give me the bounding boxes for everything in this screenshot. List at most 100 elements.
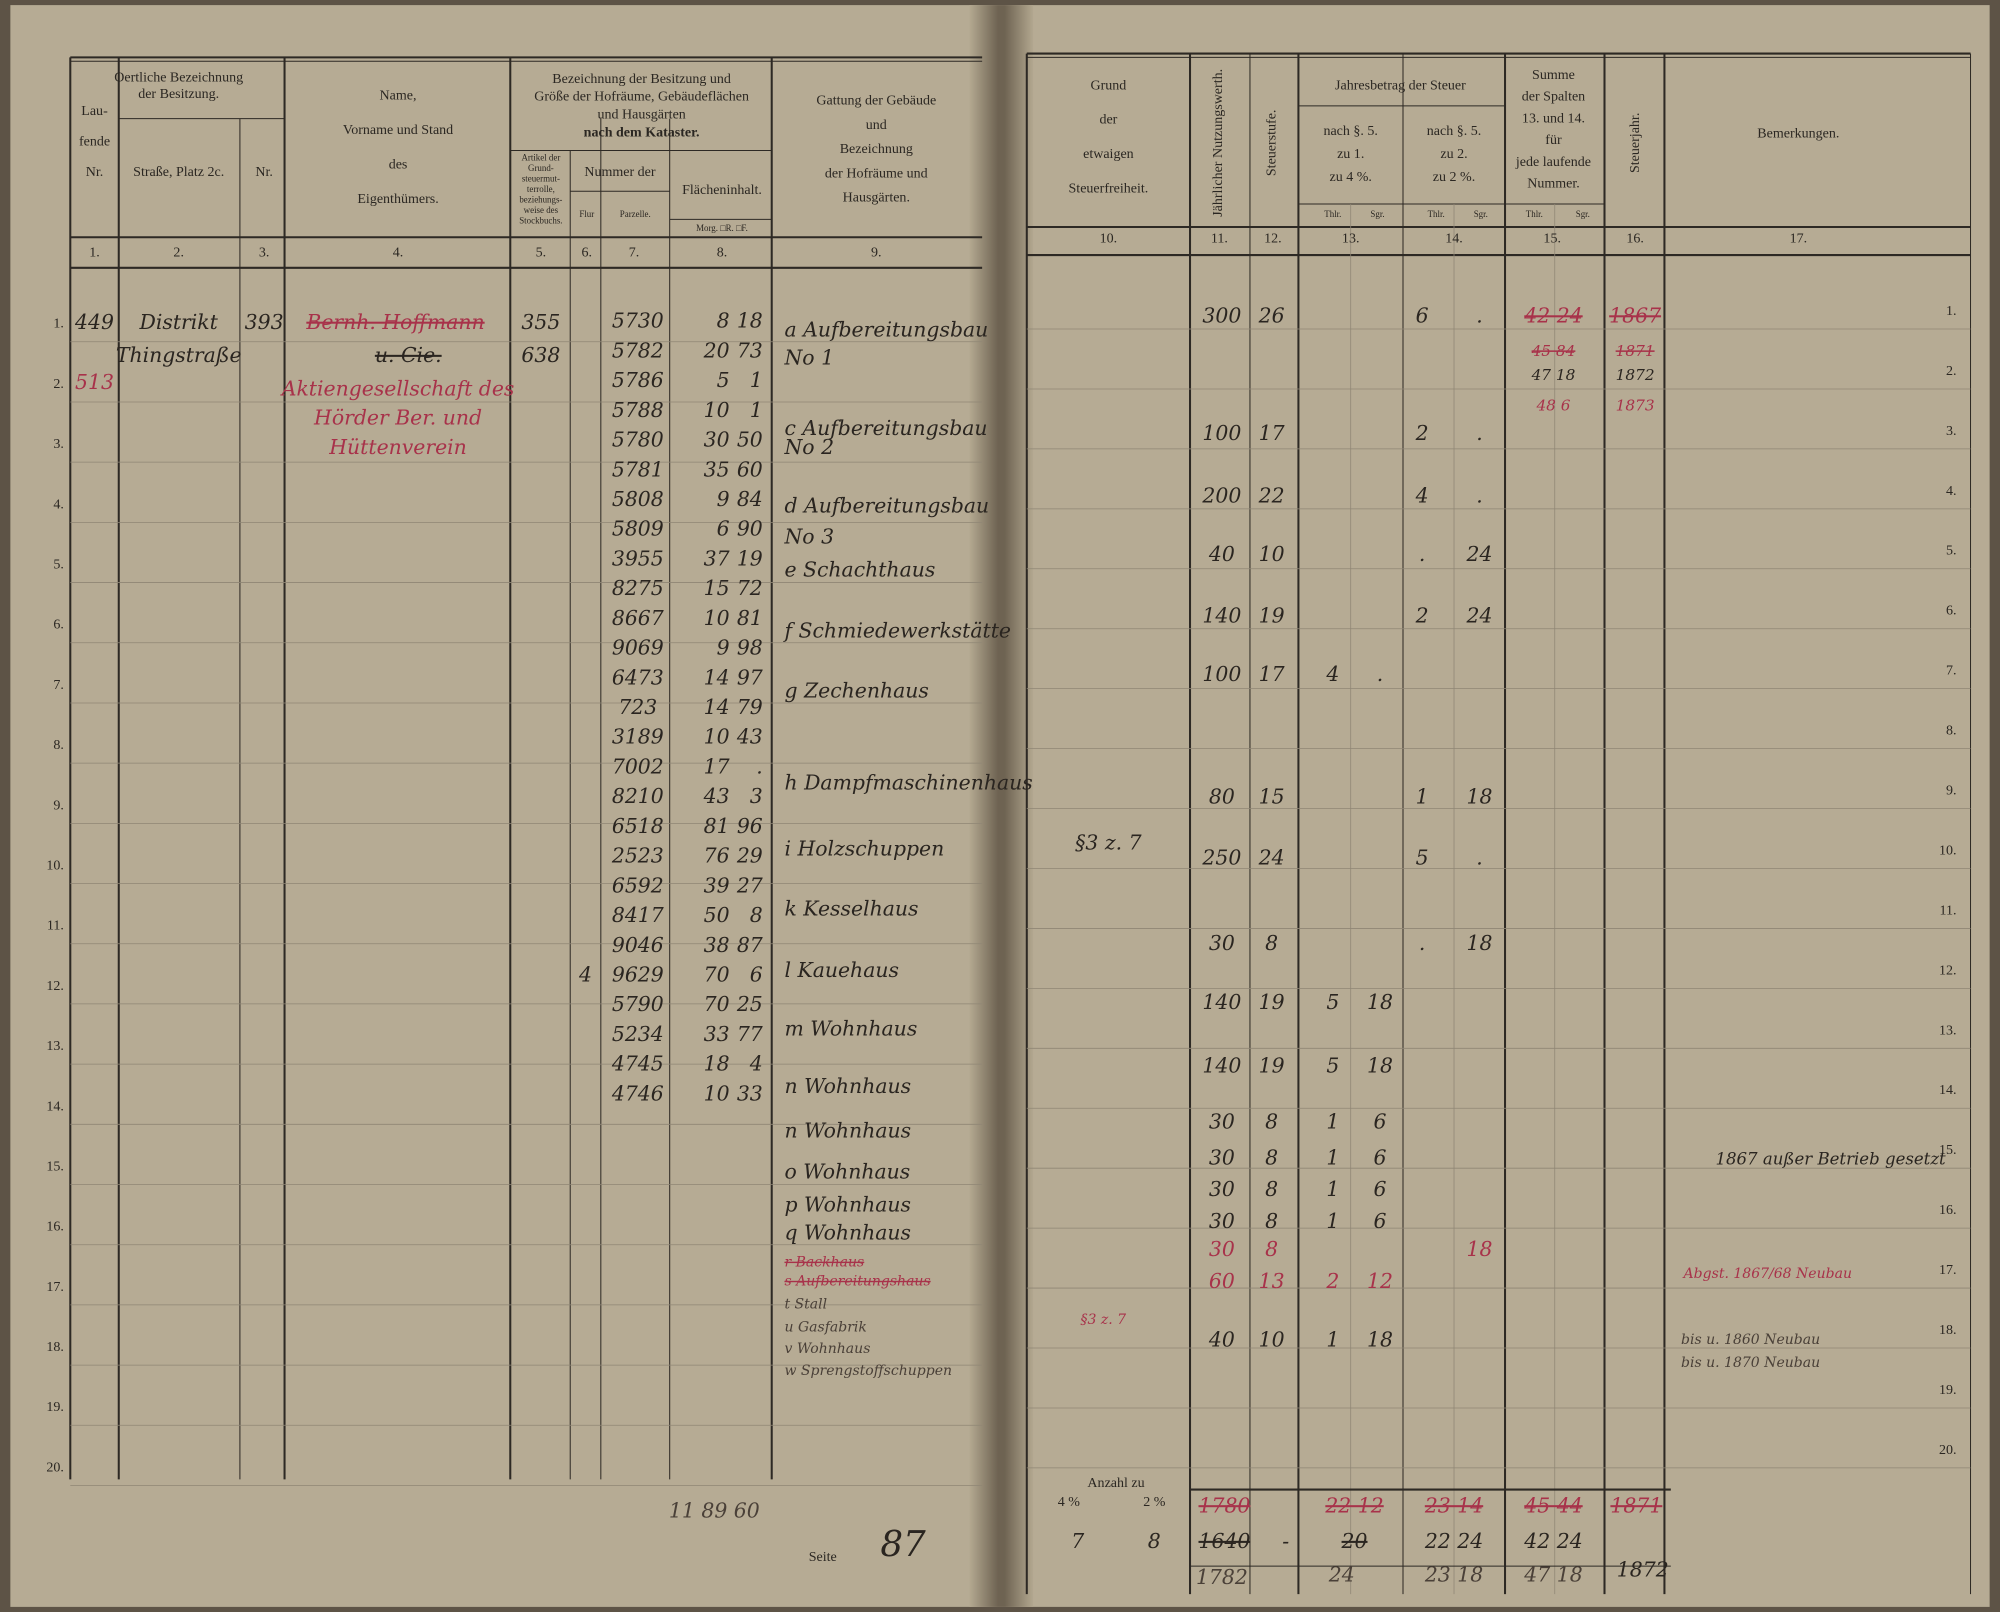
header: Flur <box>579 209 594 219</box>
column-number: 15. <box>1543 231 1561 246</box>
area: 10 <box>704 606 730 630</box>
building: No 2 <box>783 435 834 459</box>
tax: 18 <box>1467 784 1493 808</box>
column-number: 17. <box>1790 231 1808 246</box>
class: 17 <box>1259 421 1285 445</box>
class: 8 <box>1265 931 1278 955</box>
value: 40 <box>1208 1328 1235 1352</box>
header: der Spalten <box>1522 90 1585 105</box>
parcel: 5809 <box>612 517 664 541</box>
tax: 4 <box>1325 662 1339 686</box>
column-number: 13. <box>1342 231 1360 246</box>
area: 30 <box>704 428 730 452</box>
area: 60 <box>737 457 763 481</box>
column-number: 8. <box>717 245 728 260</box>
column-number: 16. <box>1626 231 1644 246</box>
area: 1 <box>750 398 763 422</box>
footer: 47 18 <box>1523 1562 1582 1586</box>
header: Sgr. <box>1474 209 1488 219</box>
header: Straße, Platz 2c. <box>133 165 224 180</box>
row-number: 14. <box>46 1099 64 1114</box>
row-number: 2. <box>1946 364 1957 379</box>
header: Gattung der Gebäude <box>816 94 936 109</box>
row-number: 16. <box>46 1220 64 1235</box>
parcel: 7002 <box>612 754 664 778</box>
header: Thlr. <box>1324 209 1341 219</box>
row-number: 17. <box>46 1280 64 1295</box>
value: 140 <box>1202 603 1241 627</box>
header: Nr. <box>255 165 273 180</box>
area: 8 <box>750 903 763 927</box>
row-number: 12. <box>46 979 64 994</box>
entry: Bernh. Hoffmann <box>305 310 484 334</box>
area: 10 <box>704 725 730 749</box>
footer: 1640 <box>1199 1529 1251 1553</box>
parcel: 6518 <box>612 814 664 838</box>
parcel: 6473 <box>612 665 664 689</box>
footer: 1872 <box>1617 1557 1669 1581</box>
value: 30 <box>1209 1209 1235 1233</box>
value: 200 <box>1201 483 1241 507</box>
remark: 1867 außer Betrieb gesetzt <box>1715 1149 1946 1168</box>
building: e Schachthaus <box>784 557 935 581</box>
building: s Aufbereitungshaus <box>784 1274 930 1290</box>
header: Steuerfreiheit. <box>1069 182 1149 197</box>
tax: . <box>1476 483 1482 507</box>
parcel: 723 <box>618 695 657 719</box>
parcel: 9629 <box>612 962 664 986</box>
footer: 11 89 60 <box>669 1499 760 1523</box>
building: c Aufbereitungsbau <box>784 416 987 440</box>
area: 10 <box>704 1081 730 1105</box>
area: 18 <box>704 1052 730 1076</box>
header: Bezeichnung der Besitzung und <box>552 72 731 87</box>
header: Name, <box>380 88 417 103</box>
tax: 1 <box>1326 1209 1339 1233</box>
building: w Sprengstoffschuppen <box>784 1363 952 1379</box>
area: 39 <box>704 873 730 897</box>
parcel: 2523 <box>611 844 664 868</box>
header: und <box>866 118 887 133</box>
area: 72 <box>737 576 763 600</box>
header: und Hausgärten <box>597 108 685 123</box>
header: Summe <box>1532 68 1575 83</box>
header: Sgr. <box>1370 209 1384 219</box>
building: h Dampfmaschinenhaus <box>784 770 1032 794</box>
header: Hausgärten. <box>843 190 910 205</box>
value: 30 <box>1209 1110 1235 1134</box>
area: 70 <box>704 962 730 986</box>
header: zu 2. <box>1440 147 1467 162</box>
header: Bezeichnung <box>840 142 913 157</box>
area: 96 <box>737 814 763 838</box>
building: d Aufbereitungsbau <box>784 494 989 518</box>
gutter <box>969 5 1034 1607</box>
remark: Abgst. 1867/68 Neubau <box>1682 1266 1852 1282</box>
row-number: 8. <box>1946 724 1957 739</box>
column-number: 14. <box>1445 231 1463 246</box>
class: 19 <box>1259 1054 1285 1078</box>
column-number: 4. <box>393 245 404 260</box>
class: 8 <box>1265 1209 1278 1233</box>
area: 10 <box>704 398 730 422</box>
area: 81 <box>737 606 763 630</box>
value: 30 <box>1209 1177 1235 1201</box>
footer: 22 24 <box>1424 1529 1483 1553</box>
footer: 87 <box>880 1524 926 1565</box>
parcel: 5790 <box>612 992 664 1016</box>
row-number: 19. <box>46 1400 64 1415</box>
class: 8 <box>1265 1110 1278 1134</box>
row-number: 18. <box>1939 1323 1957 1338</box>
sum: 45 84 <box>1531 342 1576 360</box>
header: der Hofräume und <box>825 166 928 181</box>
header: des <box>389 157 408 172</box>
column-number: 11. <box>1211 231 1228 246</box>
footer: 1780 <box>1199 1494 1251 1518</box>
remark: bis u. 1860 Neubau <box>1681 1332 1820 1348</box>
class: 13 <box>1259 1269 1285 1293</box>
entry: Hüttenverein <box>328 435 467 459</box>
area: 17 <box>704 754 730 778</box>
tax: 18 <box>1467 1237 1493 1261</box>
column-number: 2. <box>173 245 184 260</box>
parcel: 5781 <box>612 457 664 481</box>
column-number: 10. <box>1100 231 1118 246</box>
